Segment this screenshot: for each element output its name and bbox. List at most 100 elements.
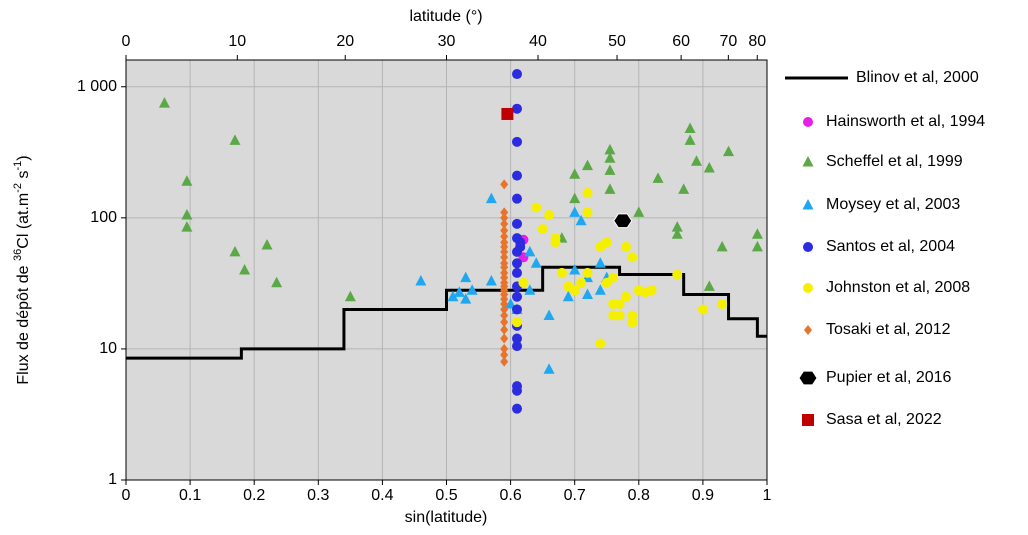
data-point [485, 274, 497, 286]
data-point [627, 310, 638, 321]
data-point [604, 183, 616, 194]
legend-marker [798, 370, 818, 386]
data-point [512, 291, 523, 302]
legend-label: Santos et al, 2004 [826, 238, 955, 255]
x-tick-label: 0.7 [564, 487, 586, 504]
x2-tick-label: 50 [608, 33, 626, 50]
data-point [512, 103, 523, 114]
data-point [608, 272, 619, 283]
data-point [646, 285, 657, 296]
data-point [544, 210, 555, 221]
x-tick-label: 1 [763, 487, 772, 504]
data-point [690, 155, 702, 166]
data-point [671, 221, 683, 232]
data-point [604, 164, 616, 175]
data-point [512, 304, 523, 315]
data-point [500, 333, 509, 344]
data-point [569, 206, 581, 217]
data-point [512, 69, 523, 80]
x2-axis-label: latitude (°) [409, 8, 482, 25]
legend-marker [803, 117, 813, 127]
data-point [500, 212, 509, 223]
legend-marker [802, 199, 814, 210]
y-tick-label: 1 [108, 471, 117, 488]
y-tick-label: 1 000 [77, 78, 117, 95]
y-label-part: ) [15, 155, 32, 160]
data-point [604, 152, 616, 163]
legend-label: Moysey et al, 2003 [826, 196, 960, 213]
data-point [576, 277, 587, 288]
data-point [582, 288, 594, 300]
data-point [524, 284, 536, 295]
step-line [126, 265, 767, 360]
x-axis-label: sin(latitude) [405, 509, 488, 526]
data-point [671, 228, 683, 239]
data-point [460, 293, 472, 304]
x-tick-label: 0.1 [179, 487, 201, 504]
data-point [505, 298, 517, 309]
data-point [594, 257, 606, 268]
data-point [501, 107, 514, 120]
x2-tick-label: 10 [228, 33, 246, 50]
data-point [512, 317, 523, 328]
data-point [512, 267, 523, 278]
data-point [575, 214, 587, 226]
x2-tick-label: 70 [719, 33, 737, 50]
y-label-part: Flux de dépôt de [15, 261, 32, 385]
data-point [613, 213, 633, 229]
data-point [261, 239, 273, 250]
data-point [569, 168, 581, 179]
legend-marker [803, 283, 813, 293]
data-point [181, 175, 193, 186]
x2-tick-label: 60 [672, 33, 690, 50]
x-tick-label: 0.3 [307, 487, 329, 504]
data-point [582, 187, 593, 198]
x-tick-label: 0.6 [499, 487, 521, 504]
data-point [524, 245, 536, 257]
data-point [512, 385, 523, 396]
data-point [562, 290, 574, 302]
data-point [537, 224, 548, 235]
data-point [543, 363, 555, 374]
data-point [466, 284, 478, 295]
data-point [415, 274, 427, 286]
y-tick-label: 10 [99, 340, 117, 357]
data-point [604, 143, 616, 155]
data-point [582, 267, 593, 278]
data-point [181, 221, 193, 232]
legend-label: Blinov et al, 2000 [856, 69, 979, 86]
data-point [569, 192, 581, 204]
x2-tick-label: 80 [748, 33, 766, 50]
data-point [672, 269, 683, 280]
x-tick-label: 0.2 [243, 487, 265, 504]
data-point [751, 240, 763, 252]
data-point [512, 193, 523, 204]
y-label-part: Cl (at.m [15, 193, 32, 249]
x-tick-label: 0.8 [628, 487, 650, 504]
legend-label: Sasa et al, 2022 [826, 411, 942, 428]
data-point [620, 241, 631, 252]
data-point [500, 356, 509, 367]
data-point [500, 231, 509, 242]
data-point [500, 310, 509, 321]
data-point [229, 245, 241, 257]
data-point [453, 286, 465, 297]
data-point [500, 179, 509, 190]
x2-tick-label: 40 [529, 33, 547, 50]
data-point [703, 280, 715, 291]
data-point [582, 159, 594, 171]
x2-tick-label: 20 [336, 33, 354, 50]
data-point [530, 257, 542, 268]
data-point [543, 309, 555, 320]
data-point [550, 237, 561, 248]
data-point [595, 338, 606, 349]
data-point [512, 333, 523, 344]
data-point [500, 324, 509, 335]
data-point [684, 122, 696, 134]
legend-marker [803, 242, 813, 252]
data-point [569, 264, 581, 275]
data-point [723, 145, 735, 157]
data-point [500, 272, 509, 283]
legend-label: Scheffel et al, 1999 [826, 153, 963, 170]
